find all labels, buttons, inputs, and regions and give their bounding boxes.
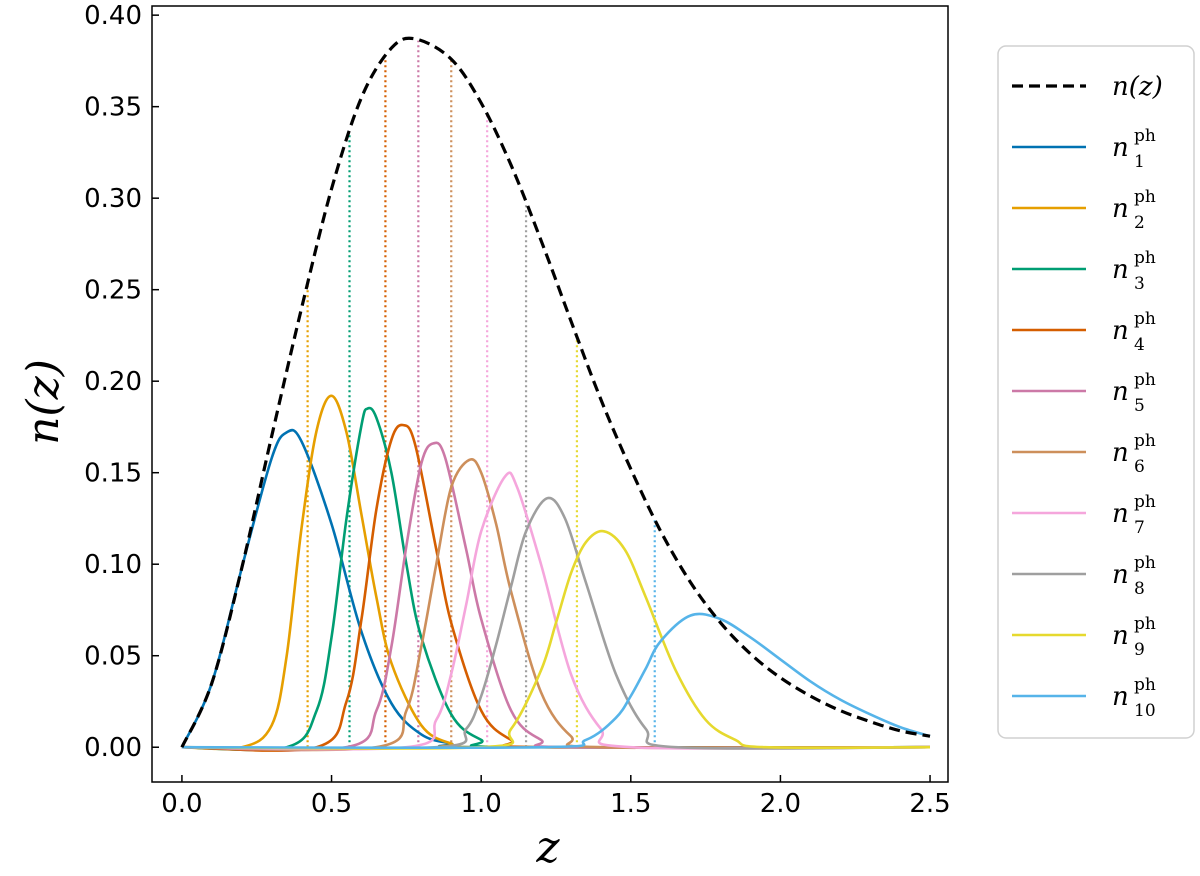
series-line-2 (181, 394, 931, 751)
legend-sup-2: ph (1134, 187, 1156, 207)
legend-sup-7: ph (1134, 492, 1156, 512)
legend-frame (997, 45, 1195, 739)
legend-sup-10: ph (1134, 675, 1156, 695)
legend-sup-1: ph (1134, 126, 1156, 146)
x-tick-label-4: 2.0 (760, 789, 801, 819)
legend-sup-8: ph (1134, 553, 1156, 573)
legend-sub-4: 4 (1134, 335, 1145, 355)
legend-sup-3: ph (1134, 248, 1156, 268)
y-tick-label-6: 0.30 (84, 184, 142, 214)
legend-sub-3: 3 (1134, 274, 1145, 294)
legend-sub-2: 2 (1134, 213, 1145, 233)
bin-boundary-lines (306, 40, 656, 748)
legend-label-3: n (1112, 255, 1129, 285)
legend-sub-5: 5 (1134, 396, 1145, 416)
legend-label-5: n (1112, 377, 1129, 407)
series-line-3 (181, 406, 931, 752)
plot-area-frame (151, 5, 949, 783)
y-tick-label-5: 0.25 (84, 276, 142, 306)
y-tick-label-7: 0.35 (84, 93, 142, 123)
legend-sup-6: ph (1134, 431, 1156, 451)
legend-label-4: n (1112, 316, 1129, 346)
series-line-7 (181, 471, 931, 751)
series-line-10 (181, 612, 931, 750)
x-axis-title: z (535, 822, 560, 873)
y-tick-label-3: 0.15 (84, 459, 142, 489)
series-line-8 (181, 496, 931, 750)
legend-label-9: n (1112, 621, 1129, 651)
legend-label-8: n (1112, 560, 1129, 590)
y-tick-label-4: 0.20 (84, 367, 142, 397)
legend-sub-1: 1 (1134, 152, 1145, 172)
legend-sub-9: 9 (1134, 640, 1145, 660)
y-axis-title: n(z) (18, 359, 69, 445)
parent-curve-layer (180, 36, 931, 748)
legend-sup-5: ph (1134, 370, 1156, 390)
legend-label-7: n (1112, 499, 1129, 529)
legend-sub-10: 10 (1134, 701, 1156, 721)
legend-sub-8: 8 (1134, 579, 1145, 599)
legend-label-2: n (1112, 194, 1129, 224)
legend-sup-4: ph (1134, 309, 1156, 329)
legend-label-parent: n(z) (1112, 72, 1163, 102)
series-line-6 (181, 457, 931, 752)
legend-sup-9: ph (1134, 614, 1156, 634)
axis-ticks: 0.0 0.5 1.0 1.5 2.0 2.5 0.00 0.05 0.10 0.15 0.20 0.… (84, 1, 951, 819)
legend-sub-6: 6 (1134, 457, 1145, 477)
parent-line (180, 36, 931, 748)
y-tick-label-2: 0.10 (84, 550, 142, 580)
x-tick-label-3: 1.5 (610, 789, 651, 819)
legend-label-10: n (1112, 682, 1129, 712)
x-tick-label-1: 0.5 (311, 789, 352, 819)
series-line-5 (181, 441, 931, 752)
y-tick-label-1: 0.05 (84, 642, 142, 672)
x-tick-label-2: 1.0 (460, 789, 501, 819)
series-curves (180, 394, 931, 752)
x-tick-label-5: 2.5 (909, 789, 950, 819)
x-tick-label-0: 0.0 (161, 789, 202, 819)
legend-label-1: n (1112, 133, 1129, 163)
y-tick-label-8: 0.40 (84, 1, 142, 31)
y-tick-label-0: 0.00 (84, 733, 142, 763)
series-line-9 (181, 529, 931, 750)
legend-label-6: n (1112, 438, 1129, 468)
legend-sub-7: 7 (1134, 518, 1145, 538)
